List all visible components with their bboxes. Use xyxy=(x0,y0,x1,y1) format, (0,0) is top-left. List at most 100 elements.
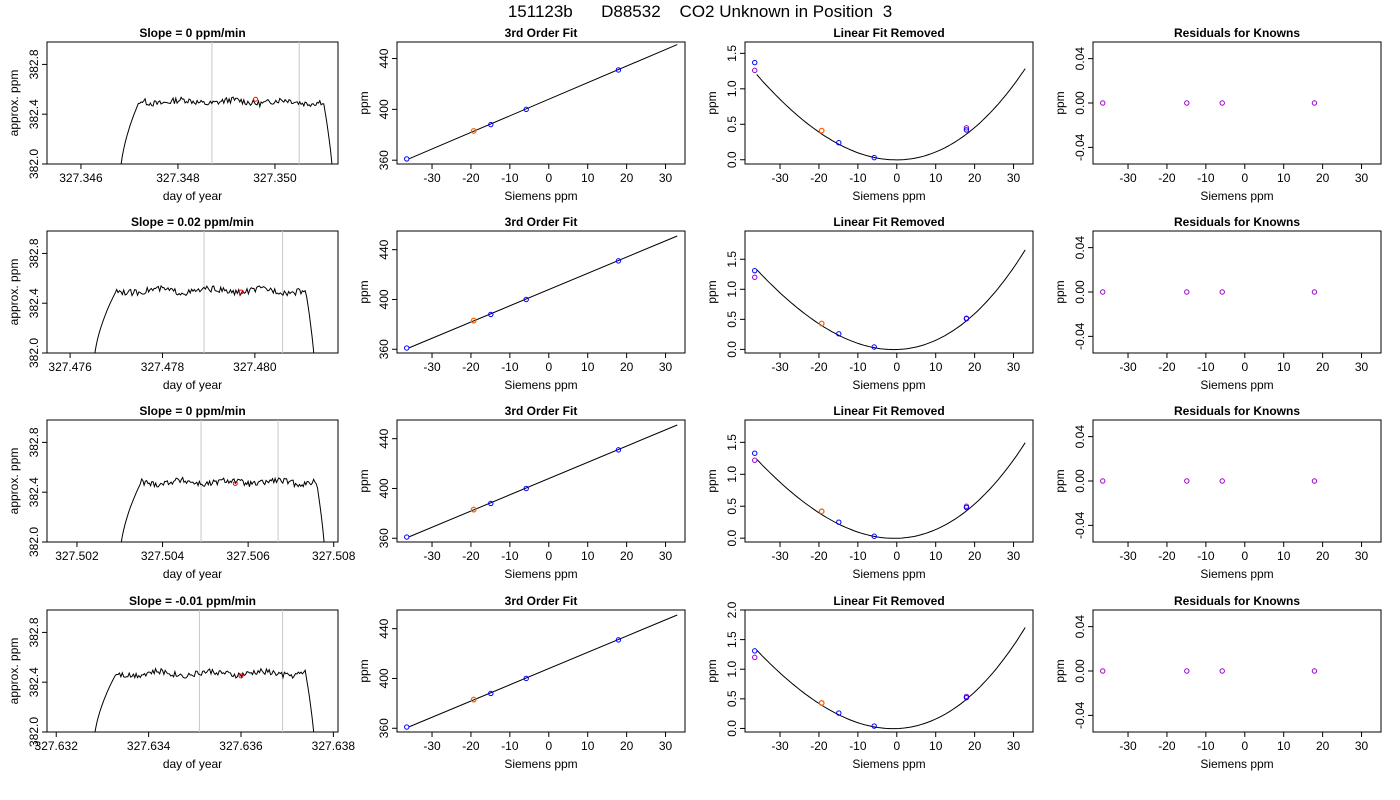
x-tick-label: 10 xyxy=(929,549,943,563)
y-axis-label: approx. ppm xyxy=(7,259,21,326)
x-tick-label: -10 xyxy=(849,171,867,185)
x-tick-label: -20 xyxy=(462,739,480,753)
plot-area xyxy=(752,627,1026,730)
x-axis-label: day of year xyxy=(163,189,222,203)
residual-point xyxy=(1219,289,1225,295)
x-tick-label: -20 xyxy=(810,549,828,563)
x-tick-label: 327.478 xyxy=(141,360,185,374)
y-axis-label: ppm xyxy=(1053,91,1067,114)
panel-title: Linear Fit Removed xyxy=(833,215,944,229)
x-tick-label: 20 xyxy=(968,171,982,185)
residual-point xyxy=(752,274,758,280)
y-tick-label: 1.5 xyxy=(725,631,739,648)
x-tick-label: -30 xyxy=(771,171,789,185)
residual-point xyxy=(1100,668,1106,674)
known-standard-point xyxy=(523,675,529,682)
x-tick-label: 10 xyxy=(1277,171,1291,185)
x-tick-label: 10 xyxy=(1277,360,1291,374)
y-tick-label: 0.04 xyxy=(1073,425,1087,449)
x-tick-label: 0 xyxy=(545,549,552,563)
known-standard-point xyxy=(963,127,970,133)
x-axis-label: Siemens ppm xyxy=(504,189,577,203)
y-tick-label: 0.0 xyxy=(725,341,739,358)
x-tick-label: -10 xyxy=(1197,360,1215,374)
y-axis-label: ppm xyxy=(705,280,719,303)
y-axis-label: ppm xyxy=(705,659,719,682)
x-tick-label: 10 xyxy=(929,360,943,374)
plot-area xyxy=(1100,289,1318,295)
panel-r4c3: Linear Fit Removed -30 -20 -10 0 10 20 30 0.0 0.5… xyxy=(705,594,1034,771)
y-axis-label: ppm xyxy=(1053,469,1067,492)
x-tick-label: 30 xyxy=(1007,171,1021,185)
x-tick-label: 0 xyxy=(893,360,900,374)
x-tick-label: 10 xyxy=(1277,549,1291,563)
figure-title: 151123b D88532 CO2 Unknown in Position 3 xyxy=(507,2,893,21)
known-standard-point xyxy=(488,500,494,507)
x-tick-label: -20 xyxy=(1158,360,1176,374)
x-tick-label: -20 xyxy=(1158,549,1176,563)
y-tick-label: 1.0 xyxy=(725,661,739,678)
x-tick-label: -10 xyxy=(849,739,867,753)
x-axis-label: Siemens ppm xyxy=(852,378,925,392)
y-tick-label: 440 xyxy=(377,428,391,448)
panel-r3c1: Slope = 0 ppm/min 327.502 327.504 327.506 32… xyxy=(7,404,356,581)
x-tick-label: -30 xyxy=(423,171,441,185)
unknown-point xyxy=(818,127,825,134)
x-tick-label: -30 xyxy=(771,739,789,753)
x-tick-label: 327.632 xyxy=(35,739,79,753)
x-tick-label: 20 xyxy=(1316,171,1330,185)
panel-r1c2: 3rd Order Fit -30 -20 -10 0 10 20 30 360 400 440 Si… xyxy=(357,26,686,203)
fit-curve xyxy=(756,68,1026,161)
known-standard-point xyxy=(871,344,877,350)
x-tick-label: 20 xyxy=(1316,549,1330,563)
panel-title: Linear Fit Removed xyxy=(833,594,944,608)
plot-area xyxy=(752,442,1026,539)
known-standard-point xyxy=(871,154,877,161)
known-standard-point xyxy=(752,648,758,654)
panel-title: Residuals for Knowns xyxy=(1174,215,1300,229)
plot-area xyxy=(120,420,325,542)
residual-point xyxy=(1219,478,1225,484)
unknown-mean-point xyxy=(238,673,244,679)
residual-point xyxy=(1100,100,1106,106)
plot-area xyxy=(752,249,1026,351)
x-tick-label: 30 xyxy=(1007,739,1021,753)
plot-area xyxy=(404,424,678,540)
known-standard-point xyxy=(963,316,970,322)
known-standard-point xyxy=(615,447,622,453)
plot-frame xyxy=(1092,609,1382,733)
x-tick-label: 30 xyxy=(659,739,673,753)
x-tick-label: -20 xyxy=(810,739,828,753)
panel-title: Residuals for Knowns xyxy=(1174,404,1300,418)
concentration-trace xyxy=(120,476,325,542)
x-axis-label: day of year xyxy=(163,378,222,392)
residual-point xyxy=(1184,478,1190,484)
fit-curve xyxy=(756,249,1026,351)
fit-curve xyxy=(756,442,1026,539)
x-axis-label: Siemens ppm xyxy=(504,378,577,392)
y-tick-label: 360 xyxy=(377,718,391,738)
x-tick-label: 327.476 xyxy=(48,360,92,374)
y-axis-label: ppm xyxy=(1053,659,1067,682)
x-axis-label: Siemens ppm xyxy=(1200,378,1273,392)
x-tick-label: 30 xyxy=(659,360,673,374)
y-tick-label: 382.8 xyxy=(27,49,41,79)
x-tick-label: 10 xyxy=(929,171,943,185)
plot-frame xyxy=(46,41,339,165)
panel-r1c4: Residuals for Knowns -30 -20 -10 0 10 20 30 -0.0… xyxy=(1053,26,1382,203)
plot-area xyxy=(404,44,678,162)
y-tick-label: -0.04 xyxy=(1073,322,1087,350)
y-axis-label: ppm xyxy=(705,469,719,492)
plot-frame xyxy=(1092,419,1382,543)
unknown-point xyxy=(470,128,477,134)
plot-area xyxy=(752,59,1026,161)
x-tick-label: -10 xyxy=(501,549,519,563)
x-axis-label: Siemens ppm xyxy=(504,757,577,771)
y-axis-label: ppm xyxy=(357,91,371,114)
x-tick-label: 20 xyxy=(620,171,634,185)
concentration-trace xyxy=(94,667,315,732)
x-axis-label: Siemens ppm xyxy=(1200,757,1273,771)
y-tick-label: 382.8 xyxy=(27,617,41,647)
known-standard-point xyxy=(836,331,842,337)
residual-point xyxy=(1184,289,1190,295)
